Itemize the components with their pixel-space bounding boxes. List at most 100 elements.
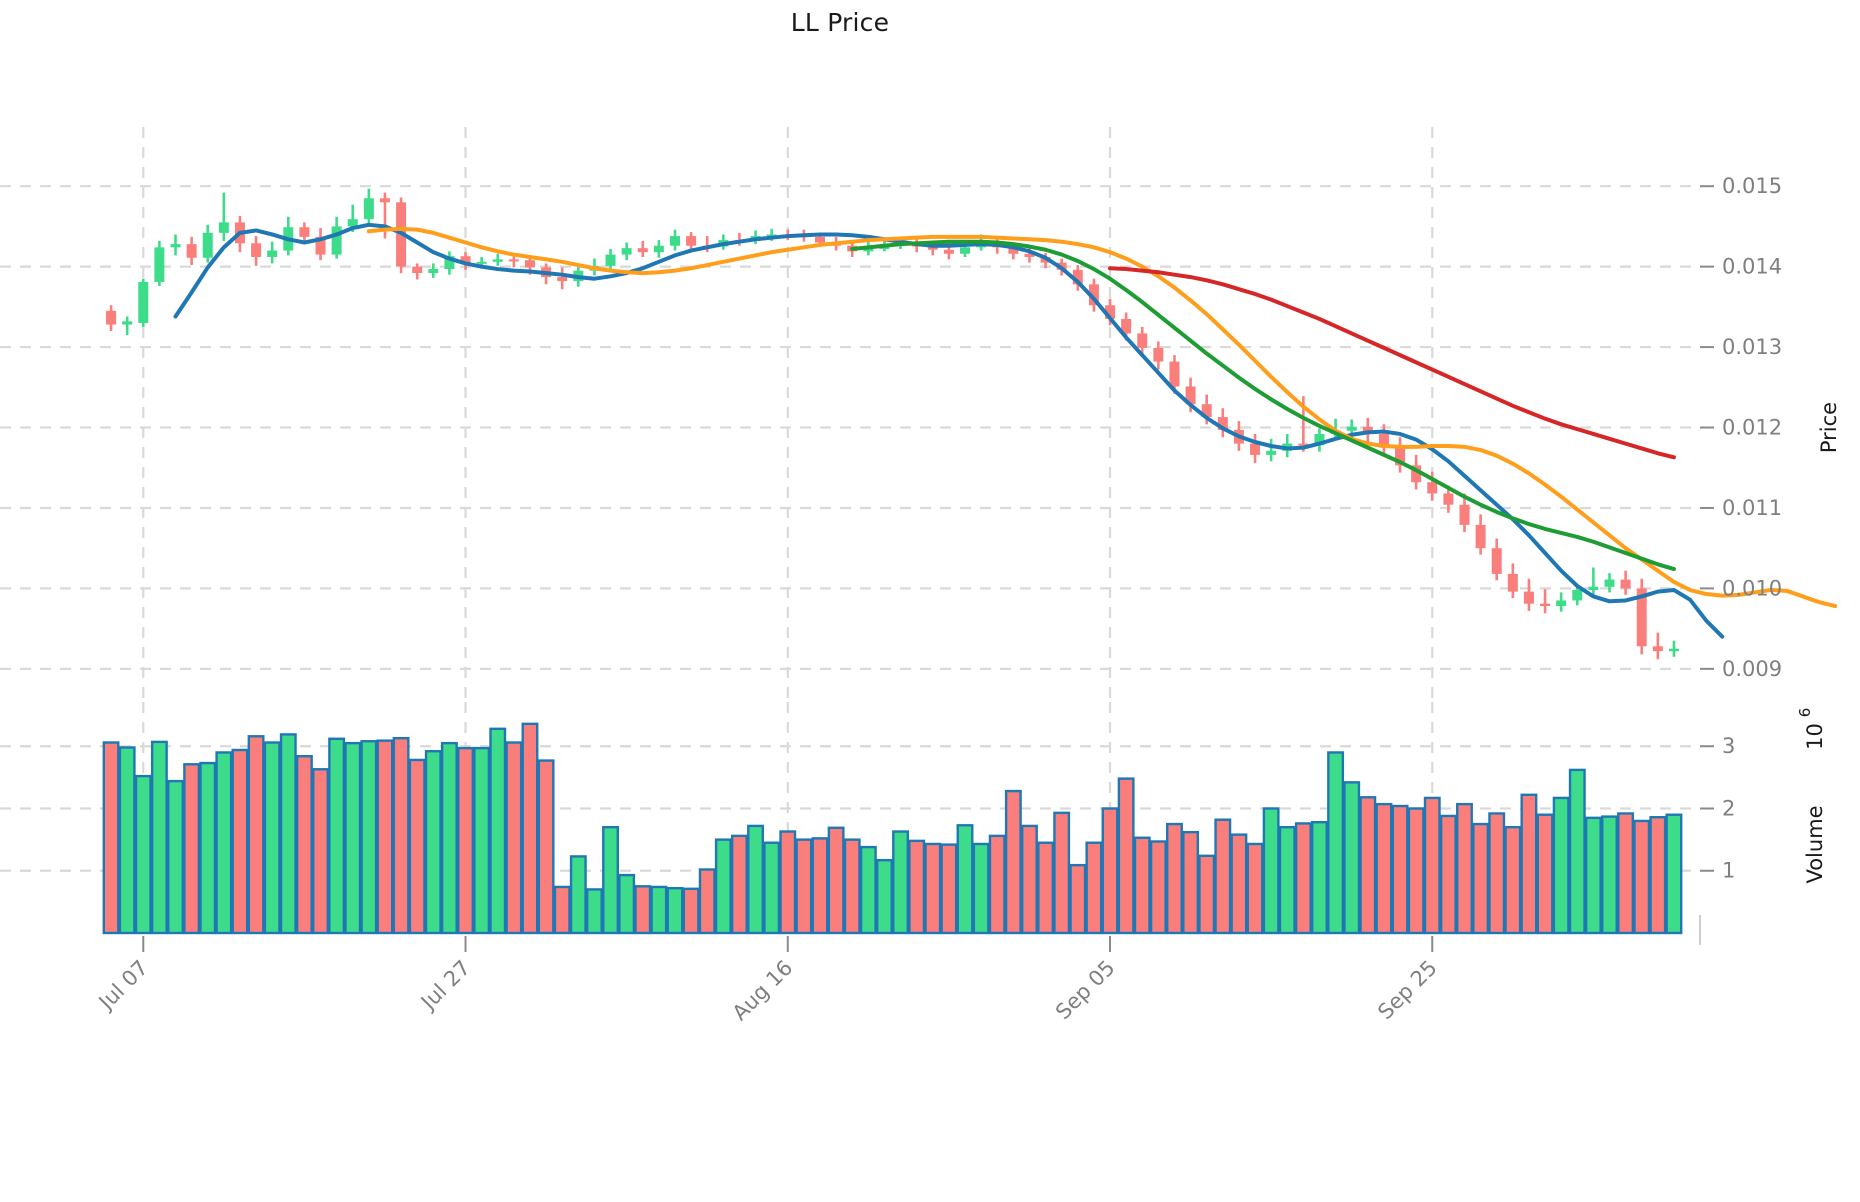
volume-bar [1230, 833, 1248, 935]
volume-bar [118, 746, 136, 935]
candle-body [943, 249, 954, 254]
candle-body [1523, 591, 1534, 604]
volume-bar [779, 830, 797, 935]
candle-body [138, 281, 149, 323]
volume-bar [424, 750, 442, 935]
volume-bar [811, 837, 829, 935]
candle-body [379, 198, 390, 203]
candle-body [251, 243, 262, 257]
volume-bar [1182, 830, 1200, 935]
candle-body [267, 250, 278, 257]
volume-tick-label: 3 [1722, 734, 1735, 758]
candle-body [444, 256, 455, 270]
volume-bar [1037, 841, 1055, 935]
volume-bar [1375, 802, 1393, 935]
candle-body [766, 234, 777, 237]
volume-bar [795, 838, 813, 935]
candle-body [508, 259, 519, 262]
volume-bar [908, 839, 926, 935]
ma-line-ma-long [850, 239, 1676, 572]
volume-bar [1391, 804, 1409, 935]
volume-bar [747, 824, 764, 935]
candle-body [863, 248, 874, 252]
volume-bar [1601, 815, 1618, 935]
candle-body [186, 244, 197, 258]
candle-body [1604, 579, 1615, 587]
volume-bar [1343, 781, 1361, 935]
candle-body [1137, 333, 1148, 348]
candle-body [1620, 579, 1631, 589]
candle-body [1217, 417, 1228, 430]
candle-body [1395, 447, 1406, 466]
candle-body [669, 236, 680, 246]
price-tick-label: 0.010 [1722, 576, 1782, 600]
ma-line-ma-mid [366, 226, 1838, 609]
volume-tick-label: 2 [1722, 796, 1735, 820]
volume-bar [1407, 807, 1425, 935]
candle-body [1346, 426, 1357, 431]
volume-bar [1117, 777, 1135, 935]
candle-body [1459, 504, 1470, 525]
candle-body [815, 236, 825, 243]
candle-body [1250, 443, 1261, 455]
date-tick-label: Jul 27 [415, 956, 475, 1016]
candle-body [331, 226, 342, 255]
candle-body [122, 321, 133, 325]
volume-bar [102, 741, 120, 935]
candle-body [1008, 247, 1019, 254]
volume-bar [956, 824, 974, 935]
volume-bar [1633, 819, 1651, 935]
volume-bar [215, 751, 233, 935]
volume-bar [553, 885, 571, 935]
volume-bar [682, 887, 700, 935]
candle-body [315, 236, 326, 255]
candle-body [1668, 648, 1679, 652]
volume-bar [602, 825, 619, 935]
candle-body [1024, 253, 1035, 257]
price-axis-title: Price [1817, 402, 1841, 453]
volume-axis-exponent: 10 [1803, 723, 1827, 750]
volume-axis-title: Volume [1803, 805, 1827, 883]
volume-bar [763, 841, 781, 935]
volume-bar [1439, 814, 1457, 935]
candle-body [1314, 433, 1325, 446]
volume-series [102, 722, 1683, 935]
candle-body [524, 260, 535, 268]
candle-body [154, 247, 165, 282]
volume-bar [1294, 822, 1312, 935]
candle-body [299, 227, 310, 237]
volume-bar [1101, 807, 1119, 935]
candle-body [1201, 404, 1212, 418]
candle-body [960, 247, 970, 254]
volume-bar [473, 746, 491, 935]
candle-body [1072, 269, 1083, 285]
volume-bar [1472, 822, 1490, 935]
volume-bar [1327, 751, 1345, 935]
volume-bar [376, 739, 394, 935]
volume-bar [1617, 812, 1635, 935]
candle-body [106, 310, 117, 325]
date-tick-label: Sep 05 [1051, 956, 1120, 1025]
volume-bar [1004, 789, 1022, 935]
candle-body [1362, 426, 1373, 434]
volume-bar [972, 842, 990, 935]
volume-bar [1536, 813, 1554, 935]
candle-body [1540, 603, 1551, 607]
ma-line-ma-xlong [1108, 266, 1676, 460]
volume-bar [1166, 822, 1183, 935]
date-tick-label: Jul 07 [93, 956, 153, 1016]
volume-bar [1584, 816, 1602, 935]
candle-body [621, 248, 632, 255]
candle-body [1652, 646, 1663, 652]
candle-body [1572, 590, 1583, 601]
volume-bar [924, 842, 942, 935]
date-tick-label: Aug 16 [728, 956, 798, 1026]
volume-bar [1069, 863, 1087, 935]
candle-body [1475, 524, 1486, 549]
volume-bar [489, 727, 507, 935]
candle-body [1588, 586, 1599, 591]
candle-body [1298, 443, 1309, 446]
candle-body [927, 246, 938, 250]
candle-body [412, 266, 423, 274]
